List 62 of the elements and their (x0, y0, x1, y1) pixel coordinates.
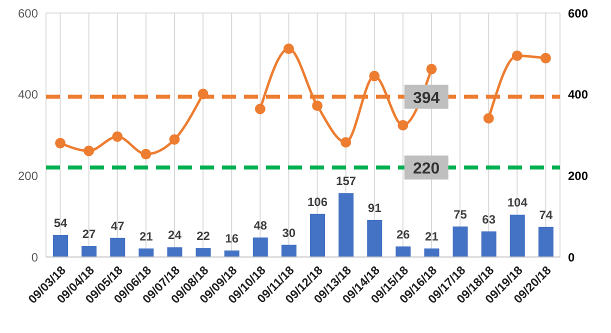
data-label: 75 (454, 208, 468, 222)
data-label: 48 (254, 218, 268, 232)
point (512, 50, 522, 61)
bar (510, 214, 525, 257)
data-label: 22 (196, 229, 210, 244)
point (112, 131, 123, 142)
point (312, 100, 323, 111)
data-label: 21 (139, 229, 154, 244)
point (540, 52, 551, 64)
ref-line-label: 394 (413, 90, 440, 107)
point (55, 138, 66, 148)
point (369, 70, 380, 82)
data-label: 157 (336, 174, 356, 188)
y2-tick-label: 0 (568, 250, 575, 264)
bar (82, 246, 97, 257)
bar (53, 235, 68, 257)
data-label: 54 (54, 216, 68, 230)
data-label: 24 (168, 228, 182, 242)
bar (196, 248, 211, 257)
point (340, 137, 352, 148)
point (254, 104, 266, 114)
y-tick-label: 400 (18, 88, 38, 102)
data-label: 26 (396, 227, 410, 242)
bar (338, 193, 354, 257)
bar (252, 237, 268, 257)
data-label: 30 (282, 226, 296, 240)
bar (452, 226, 468, 257)
bar (396, 246, 411, 257)
data-label: 104 (507, 196, 528, 210)
bar (167, 247, 182, 257)
bar (281, 244, 296, 257)
point (84, 146, 94, 156)
bar (538, 226, 554, 257)
data-label: 16 (225, 231, 239, 246)
bar (424, 248, 440, 257)
ref-line-label: 220 (413, 160, 440, 178)
bar (110, 238, 126, 257)
point (198, 88, 208, 100)
data-label: 74 (539, 208, 553, 222)
bar (481, 231, 496, 257)
y-tick-label: 200 (18, 168, 38, 183)
y-tick-label: 0 (31, 250, 38, 264)
bar (310, 214, 325, 257)
y2-tick-label: 200 (568, 168, 588, 183)
point (426, 64, 437, 74)
point (169, 134, 180, 145)
data-label: 21 (425, 229, 439, 244)
point (283, 44, 294, 54)
point (398, 120, 408, 130)
point (140, 148, 152, 160)
data-label: 47 (110, 218, 125, 233)
data-label: 106 (307, 194, 328, 209)
bar (224, 250, 240, 257)
bar (367, 220, 382, 257)
y2-tick-label: 600 (568, 6, 588, 20)
y-tick-label: 600 (18, 6, 38, 20)
data-label: 63 (482, 212, 496, 226)
y2-tick-label: 400 (568, 88, 588, 102)
data-label: 27 (82, 227, 96, 242)
data-label: 91 (368, 200, 382, 215)
point (483, 113, 494, 124)
bar (138, 248, 154, 257)
